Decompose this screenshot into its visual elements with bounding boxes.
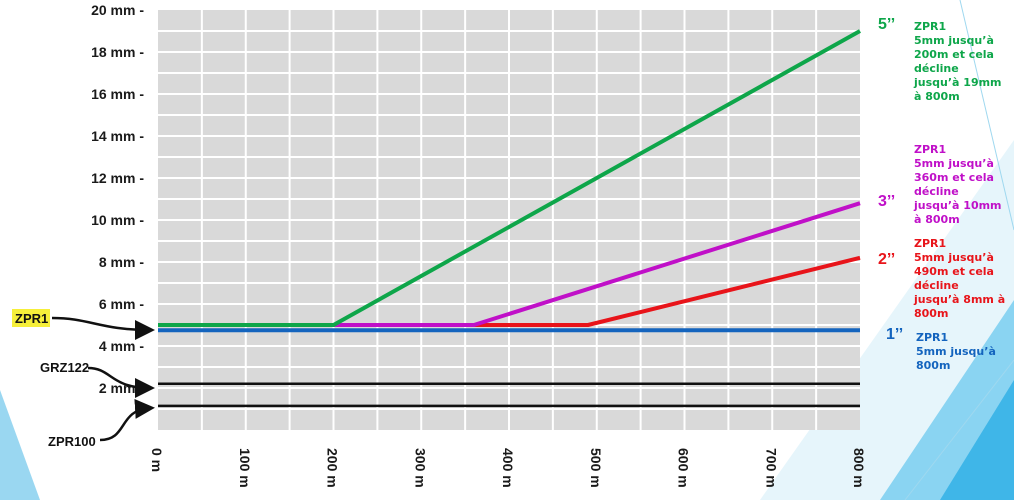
y-tick-label: 2 mm - bbox=[99, 380, 144, 396]
x-tick-label: 800 m bbox=[851, 448, 867, 488]
y-tick-label: 16 mm - bbox=[91, 86, 144, 102]
y-tick-label: 20 mm - bbox=[91, 2, 144, 18]
y-tick-label: 6 mm - bbox=[99, 296, 144, 312]
series-size-label: 3’’ bbox=[878, 193, 896, 210]
y-tick-label: 18 mm - bbox=[91, 44, 144, 60]
x-tick-label: 200 m bbox=[325, 448, 341, 488]
x-tick-label: 300 m bbox=[412, 448, 428, 488]
pointer-arrow bbox=[87, 366, 155, 398]
series-size-label: 5’’ bbox=[878, 16, 896, 33]
pointer-arrow bbox=[99, 398, 155, 442]
series-line bbox=[158, 29, 861, 327]
y-tick-label: 10 mm - bbox=[91, 212, 144, 228]
y-tick-label: 14 mm - bbox=[91, 128, 144, 144]
series-size-label: 2’’ bbox=[878, 251, 896, 268]
series-annotation: ZPR1 5mm jusqu’à 200m et cela décline ju… bbox=[914, 20, 1002, 103]
x-tick-label: 400 m bbox=[500, 448, 516, 488]
x-tick-label: 100 m bbox=[237, 448, 253, 488]
left-label-zpr1: ZPR1 bbox=[15, 311, 48, 326]
series-annotation: ZPR1 5mm jusqu’à 490m et cela décline ju… bbox=[914, 237, 1006, 320]
left-label-zpr100: ZPR100 bbox=[48, 434, 96, 449]
series-annotation: ZPR1 5mm jusqu’à 360m et cela décline ju… bbox=[914, 143, 1002, 226]
x-tick-label: 700 m bbox=[763, 448, 779, 488]
x-tick-label: 500 m bbox=[588, 448, 604, 488]
series-annotation: ZPR1 5mm jusqu’à 800m bbox=[916, 331, 996, 372]
x-tick-label: 0 m bbox=[149, 448, 165, 472]
label-highlight bbox=[12, 309, 50, 327]
y-tick-label: 8 mm - bbox=[99, 254, 144, 270]
y-tick-label: 12 mm - bbox=[91, 170, 144, 186]
left-label-grz122: GRZ122 bbox=[40, 360, 89, 375]
x-tick-label: 600 m bbox=[676, 448, 692, 488]
pointer-arrow bbox=[51, 316, 155, 340]
y-tick-label: 4 mm - bbox=[99, 338, 144, 354]
series-size-label: 1’’ bbox=[886, 326, 904, 343]
